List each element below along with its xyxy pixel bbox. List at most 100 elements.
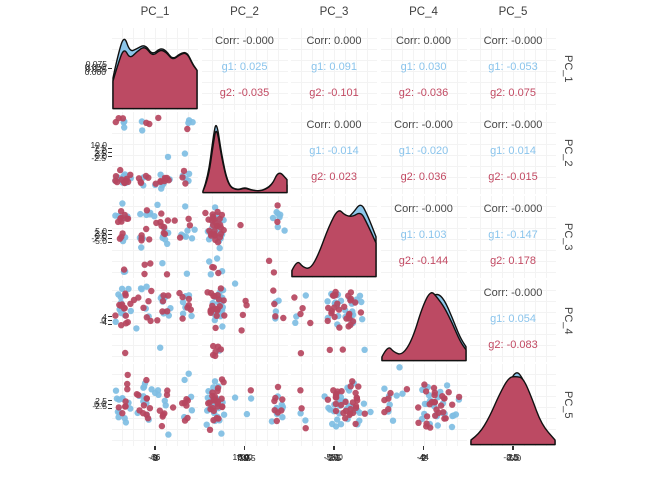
scatter-point-g1 — [329, 420, 336, 428]
corr-g2-label: g2: -0.101 — [309, 87, 359, 99]
scatter-point-g2 — [445, 389, 452, 396]
scatter-point-g2 — [164, 217, 172, 224]
y-tick-label-PC_1: 0.075 — [85, 58, 107, 69]
scatter-point-g2 — [171, 217, 178, 224]
scatter-point-g2 — [217, 224, 224, 231]
x-tick-label-PC_2: 2.5 — [239, 452, 252, 463]
scatter-point-g2 — [164, 387, 171, 394]
scatter-panel-PC_5-vs-PC_4 — [380, 364, 462, 431]
scatter-point-g2 — [440, 415, 448, 422]
scatter-point-g2 — [138, 232, 145, 239]
scatter-point-g2 — [163, 271, 171, 278]
corr-overall-label: Corr: -0.000 — [215, 35, 274, 47]
panel-PC_2-x-PC_4: Corr: -0.000 g1: -0.020 g2: 0.036 — [380, 112, 467, 194]
scatter-point-g1 — [367, 408, 374, 416]
scatter-point-g1 — [182, 233, 190, 240]
x-tick-label-PC_2: -2.5 — [240, 452, 256, 463]
scatter-point-g2 — [265, 257, 272, 264]
scatter-point-g1 — [191, 226, 198, 233]
x-tick-label-PC_3: 2.5 — [329, 452, 342, 463]
scatter-point-g1 — [324, 298, 331, 305]
corr-g2-label: g2: 0.075 — [490, 87, 536, 99]
x-tick-label-PC_4: -2 — [418, 452, 426, 463]
y-tick-label-PC_2: 0.0 — [95, 150, 107, 161]
density-plot-PC_3 — [291, 204, 377, 278]
scatter-point-g2 — [122, 349, 129, 357]
scatter-point-g2 — [160, 229, 167, 237]
scatter-point-g1 — [137, 210, 144, 218]
x-tick-label-PC_2: 0.0 — [240, 451, 253, 462]
scatter-point-g1 — [269, 214, 276, 222]
scatter-point-g2 — [430, 384, 437, 392]
scatter-point-g2 — [347, 289, 355, 296]
scatter-point-g2 — [116, 235, 124, 242]
scatter-point-g2 — [431, 389, 438, 396]
scatter-point-g2 — [352, 389, 359, 397]
scatter-point-g2 — [143, 207, 151, 214]
scatter-panel-PC_4-vs-PC_1 — [112, 283, 195, 357]
scatter-point-g2 — [209, 351, 216, 359]
x-tick-label-PC_1: 6 — [155, 451, 161, 462]
row-strip-PC_2: PC_2 — [562, 139, 574, 167]
scatter-point-g2 — [297, 350, 305, 357]
scatter-point-g2 — [349, 378, 356, 385]
scatter-point-g2 — [141, 270, 148, 278]
x-tick-label-PC_1: -6 — [148, 451, 156, 462]
scatter-point-g2 — [153, 219, 160, 227]
scatter-point-g2 — [420, 381, 428, 388]
row-strip-PC_3: PC_3 — [562, 223, 574, 251]
x-tick-label-PC_3: 0.0 — [328, 451, 340, 462]
scatter-point-g1 — [448, 423, 455, 431]
y-tick-label-PC_3: 5.0 — [95, 225, 107, 236]
panel-PC_5-x-PC_5 — [470, 364, 556, 446]
scatter-point-g2 — [159, 308, 166, 315]
scatter-point-g2 — [242, 302, 250, 309]
scatter-point-g1 — [138, 244, 145, 251]
x-tick-label-PC_2: 5.0 — [237, 451, 250, 462]
panel-PC_5-x-PC_3 — [291, 364, 377, 446]
scatter-point-g1 — [133, 325, 140, 332]
corr-overall-label: Corr: 0.000 — [395, 35, 452, 47]
scatter-point-g2 — [299, 305, 306, 312]
y-tick-mark — [107, 233, 112, 236]
panel-PC_5-x-PC_2 — [201, 364, 288, 446]
scatter-panel-PC_5-vs-PC_2 — [203, 376, 286, 437]
y-tick-label-PC_2: 7.5 — [94, 142, 106, 153]
scatter-point-g2 — [142, 172, 150, 180]
scatter-point-g2 — [135, 294, 142, 301]
scatter-point-g2 — [217, 346, 224, 353]
y-tick-mark — [107, 229, 112, 232]
scatter-point-g1 — [220, 411, 227, 418]
scatter-point-g1 — [115, 291, 122, 298]
scatter-panel-PC_2-vs-PC_1 — [112, 114, 196, 192]
scatter-point-g2 — [357, 309, 365, 316]
y-tick-label-PC_3: 0.0 — [95, 230, 107, 241]
y-tick-label-PC_2: 5.0 — [95, 145, 107, 156]
corr-overall-label: Corr: -0.000 — [483, 35, 543, 47]
scatter-point-g2 — [133, 391, 141, 398]
scatter-point-g2 — [124, 178, 132, 186]
scatter-point-g2 — [331, 313, 338, 321]
scatter-point-g2 — [135, 175, 143, 182]
scatter-point-g2 — [180, 167, 188, 175]
scatter-point-g1 — [118, 285, 126, 292]
scatter-point-g2 — [208, 263, 215, 271]
scatter-point-g2 — [291, 294, 298, 301]
scatter-point-g2 — [124, 386, 131, 393]
panel-PC_2-x-PC_2 — [201, 112, 288, 194]
scatter-point-g2 — [422, 420, 430, 427]
scatter-point-g2 — [213, 312, 220, 319]
density-plot-PC_5 — [470, 372, 556, 446]
scatter-point-g2 — [184, 304, 191, 311]
scatter-point-g2 — [184, 125, 191, 133]
scatter-point-g2 — [147, 317, 154, 325]
corr-g1-label: g1: 0.014 — [490, 145, 536, 157]
scatter-point-g2 — [216, 234, 223, 241]
scatter-point-g2 — [239, 311, 246, 319]
y-tick-label-PC_1: 0.050 — [84, 61, 106, 72]
y-tick-label-PC_4: 4 — [102, 312, 107, 323]
panel-PC_5-x-PC_4 — [380, 364, 467, 446]
x-tick-label-PC_1: 3 — [154, 452, 159, 463]
scatter-point-g2 — [324, 317, 331, 325]
scatter-point-g2 — [179, 174, 186, 181]
